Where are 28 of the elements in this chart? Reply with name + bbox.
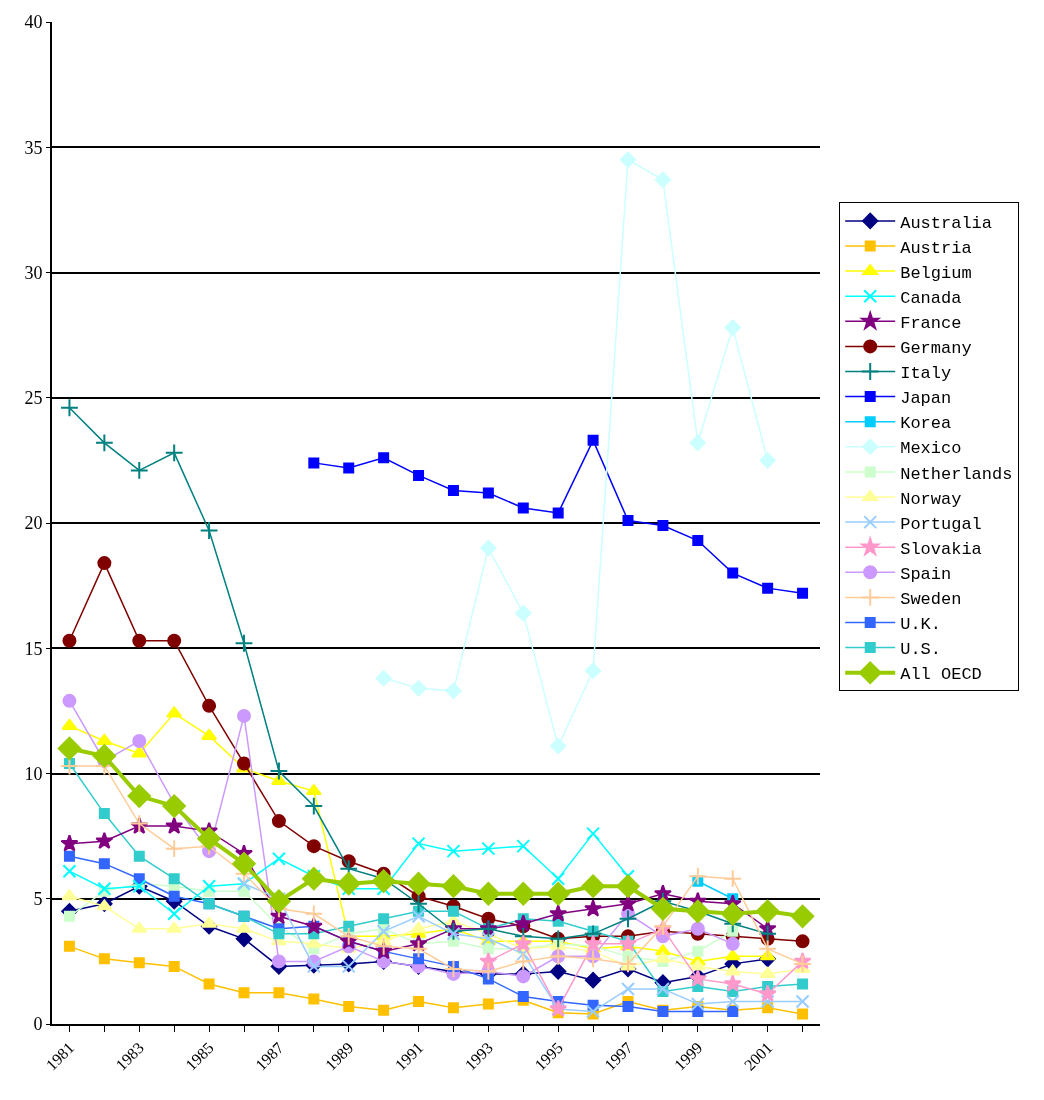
legend-label: Japan	[900, 389, 952, 409]
legend-label: Norway	[900, 489, 962, 509]
legend-label: Portugal	[900, 514, 982, 534]
legend-label: Australia	[900, 213, 993, 233]
legend-label: Sweden	[900, 590, 962, 610]
y-tick-label: 40	[24, 12, 43, 33]
legend-label: All OECD	[900, 665, 982, 685]
legend-label: Canada	[900, 288, 962, 308]
legend-label: France	[900, 313, 962, 333]
y-tick-label: 25	[24, 388, 43, 409]
legend-label: Austria	[900, 238, 972, 258]
legend-label: Slovakia	[900, 539, 982, 559]
y-tick-label: 10	[24, 763, 43, 784]
legend-label: Korea	[900, 414, 952, 434]
legend-label: Italy	[900, 364, 952, 384]
legend-label: Germany	[900, 339, 972, 359]
y-tick-label: 35	[24, 137, 43, 158]
legend-label: U.K.	[900, 615, 942, 635]
legend-label: Spain	[900, 564, 952, 584]
legend-label: Belgium	[900, 263, 972, 283]
y-tick-label: 5	[33, 889, 43, 910]
y-tick-label: 0	[33, 1014, 43, 1035]
legend-label: Netherlands	[900, 464, 1013, 484]
y-tick-label: 30	[24, 262, 43, 283]
legend-label: U.S.	[900, 640, 942, 660]
legend-label: Mexico	[900, 439, 962, 459]
y-tick-label: 15	[24, 638, 43, 659]
y-tick-label: 20	[24, 513, 43, 534]
